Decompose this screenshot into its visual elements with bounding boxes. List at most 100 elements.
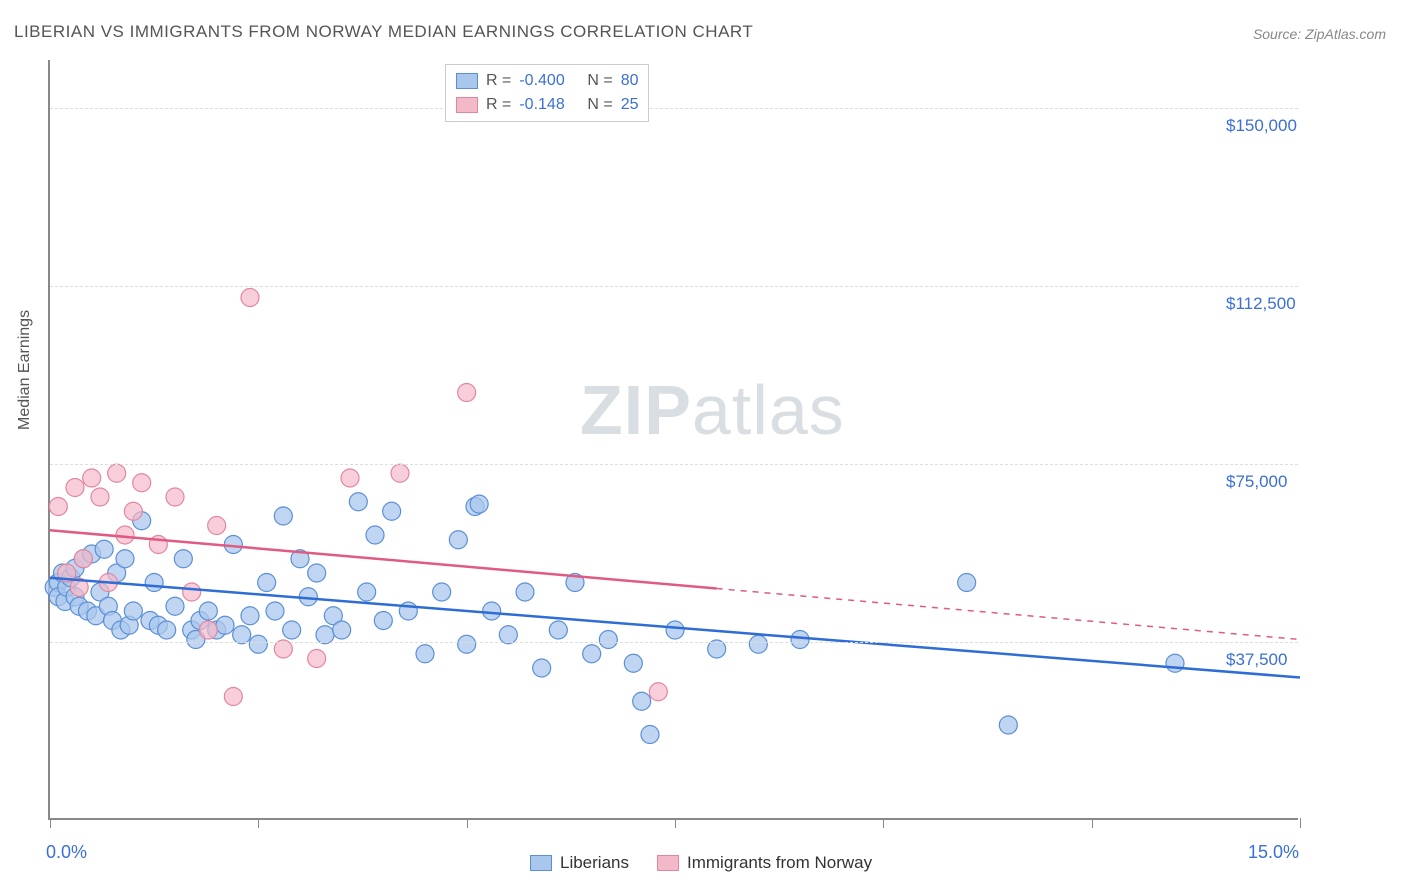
data-point-norway [199,621,217,639]
data-point-liberians [791,631,809,649]
swatch-icon [456,73,478,89]
data-point-liberians [249,635,267,653]
r-value: -0.148 [519,93,579,117]
data-point-norway [124,502,142,520]
legend-item-liberians: Liberians [530,853,629,873]
x-tick [1092,818,1093,828]
n-value: 80 [621,69,639,93]
n-label: N = [587,69,612,93]
plot-area: ZIPatlas [48,60,1298,820]
data-point-norway [224,688,242,706]
x-tick [50,818,51,828]
data-point-liberians [266,602,284,620]
data-point-norway [308,650,326,668]
swatch-icon [456,97,478,113]
legend-row-norway: R = -0.148 N = 25 [456,93,638,117]
data-point-liberians [483,602,501,620]
data-point-liberians [449,531,467,549]
y-tick-label: $112,500 [1226,294,1296,314]
legend-item-norway: Immigrants from Norway [657,853,872,873]
data-point-liberians [416,645,434,663]
data-point-liberians [624,654,642,672]
data-point-liberians [308,564,326,582]
data-point-liberians [116,550,134,568]
data-point-norway [83,469,101,487]
y-tick-label: $75,000 [1226,472,1287,492]
data-point-liberians [1166,654,1184,672]
data-point-norway [166,488,184,506]
series-name: Immigrants from Norway [687,853,872,873]
data-point-liberians [333,621,351,639]
data-point-liberians [258,574,276,592]
x-tick [1300,818,1301,828]
data-point-liberians [533,659,551,677]
data-point-liberians [124,602,142,620]
data-point-norway [241,289,259,307]
data-point-liberians [516,583,534,601]
data-point-norway [391,464,409,482]
data-point-liberians [583,645,601,663]
x-axis-max-label: 15.0% [1248,842,1299,863]
data-point-liberians [549,621,567,639]
n-label: N = [587,93,612,117]
data-point-liberians [599,631,617,649]
n-value: 25 [621,93,639,117]
scatter-svg [50,60,1300,820]
data-point-norway [649,683,667,701]
source-attribution: Source: ZipAtlas.com [1253,26,1386,42]
data-point-liberians [358,583,376,601]
data-point-liberians [241,607,259,625]
legend-correlation-box: R = -0.400 N = 80 R = -0.148 N = 25 [445,64,649,122]
data-point-norway [133,474,151,492]
data-point-liberians [158,621,176,639]
data-point-liberians [641,726,659,744]
data-point-liberians [216,616,234,634]
chart-title: LIBERIAN VS IMMIGRANTS FROM NORWAY MEDIA… [14,22,753,42]
x-tick [883,818,884,828]
data-point-norway [341,469,359,487]
data-point-liberians [366,526,384,544]
data-point-norway [183,583,201,601]
r-label: R = [486,69,511,93]
swatch-icon [657,855,679,871]
data-point-norway [208,517,226,535]
data-point-norway [91,488,109,506]
y-tick-label: $150,000 [1226,116,1297,136]
source-prefix: Source: [1253,26,1305,42]
gridline [50,286,1298,287]
data-point-liberians [349,493,367,511]
x-tick [467,818,468,828]
data-point-liberians [95,540,113,558]
r-value: -0.400 [519,69,579,93]
swatch-icon [530,855,552,871]
data-point-liberians [145,574,163,592]
gridline [50,108,1298,109]
series-name: Liberians [560,853,629,873]
data-point-norway [458,384,476,402]
x-axis-min-label: 0.0% [46,842,87,863]
data-point-liberians [458,635,476,653]
gridline [50,464,1298,465]
legend-row-liberians: R = -0.400 N = 80 [456,69,638,93]
data-point-liberians [274,507,292,525]
data-point-norway [108,464,126,482]
data-point-liberians [749,635,767,653]
data-point-liberians [433,583,451,601]
data-point-liberians [666,621,684,639]
y-tick-label: $37,500 [1226,650,1287,670]
data-point-liberians [999,716,1017,734]
data-point-liberians [199,602,217,620]
data-point-liberians [633,692,651,710]
data-point-liberians [958,574,976,592]
data-point-liberians [374,612,392,630]
gridline [50,642,1298,643]
r-label: R = [486,93,511,117]
data-point-norway [49,498,67,516]
data-point-norway [74,550,92,568]
y-axis-title: Median Earnings [16,310,34,430]
data-point-norway [66,479,84,497]
data-point-liberians [283,621,301,639]
data-point-liberians [470,495,488,513]
data-point-liberians [383,502,401,520]
data-point-liberians [174,550,192,568]
